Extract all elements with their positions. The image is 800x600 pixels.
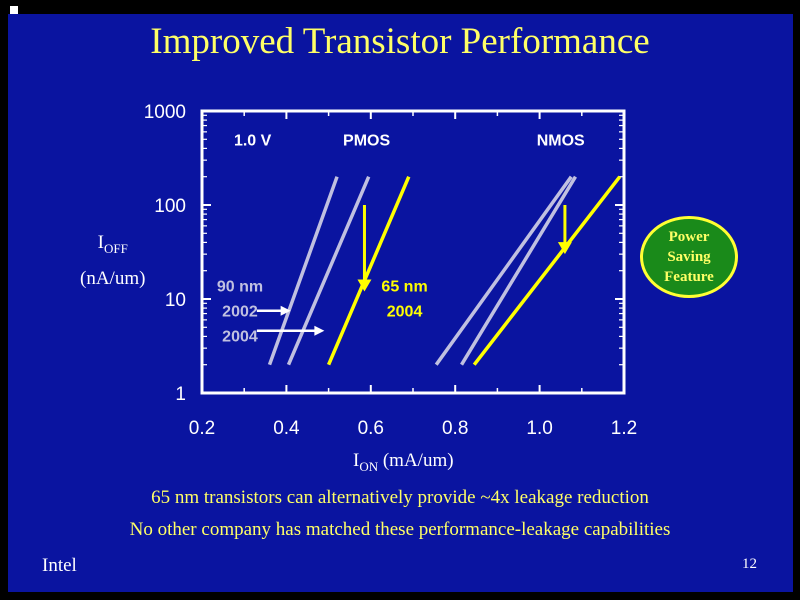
- series-line-pmos-gray-1: [286, 176, 371, 366]
- x-axis-label: ION (mA/um): [353, 450, 454, 474]
- chart-annotations: 1.0 V PMOS NMOS 90 nm 2002 2004 65 nm 2004: [217, 132, 585, 345]
- annotation-1: PMOS: [343, 132, 390, 149]
- annotation-2: NMOS: [537, 132, 585, 149]
- series-line-pmos-yellow-2: [326, 176, 411, 366]
- y-tick-label-2: 100: [154, 196, 186, 217]
- power-saving-badge: Power Saving Feature: [640, 216, 738, 298]
- arrow-head-2: [280, 305, 291, 316]
- badge-text: Power Saving Feature: [664, 229, 714, 285]
- y-axis-label: IOFF (nA/um): [80, 232, 146, 289]
- annotation-0: 1.0 V: [234, 132, 272, 149]
- y-tick-label-0: 1: [175, 384, 186, 405]
- data-series: [267, 175, 622, 366]
- x-tick-label-0: 0.2: [189, 418, 215, 439]
- y-tick-label-1: 10: [165, 290, 186, 311]
- x-tick-label-2: 0.6: [358, 418, 384, 439]
- arrow-head-3: [314, 325, 325, 336]
- note-no-other-company: No other company has matched these perfo…: [129, 519, 671, 540]
- annotation-arrows: [256, 205, 572, 336]
- x-tick-label-3: 0.8: [442, 418, 468, 439]
- arrow-head-0: [357, 279, 372, 292]
- note-leakage-reduction: 65 nm transistors can alternatively prov…: [151, 487, 649, 508]
- axis-tick-labels: 0.2 0.4 0.6 0.8 1.0 1.2 1 10 100 1000: [144, 102, 637, 439]
- series-line-nmos-gray-4: [460, 175, 577, 366]
- x-tick-label-1: 0.4: [273, 418, 300, 439]
- slide-title: Improved Transistor Performance: [150, 21, 650, 62]
- footer-company: Intel: [42, 555, 77, 576]
- annotation-3: 90 nm: [217, 278, 263, 295]
- annotation-5: 2004: [222, 328, 258, 345]
- x-tick-label-5: 1.2: [611, 418, 637, 439]
- series-line-nmos-yellow-5: [472, 175, 622, 366]
- series-line-nmos-gray-3: [434, 175, 573, 366]
- y-tick-label-3: 1000: [144, 102, 186, 123]
- page-number: 12: [742, 556, 757, 572]
- annotation-7: 2004: [387, 304, 423, 321]
- slide-bullet-marker: [10, 6, 18, 14]
- series-line-pmos-gray-0: [267, 176, 339, 366]
- annotation-6: 65 nm: [381, 278, 427, 295]
- arrow-head-1: [557, 242, 572, 255]
- annotation-4: 2002: [222, 304, 258, 321]
- x-tick-label-4: 1.0: [526, 418, 552, 439]
- axis-ticks: [201, 110, 625, 394]
